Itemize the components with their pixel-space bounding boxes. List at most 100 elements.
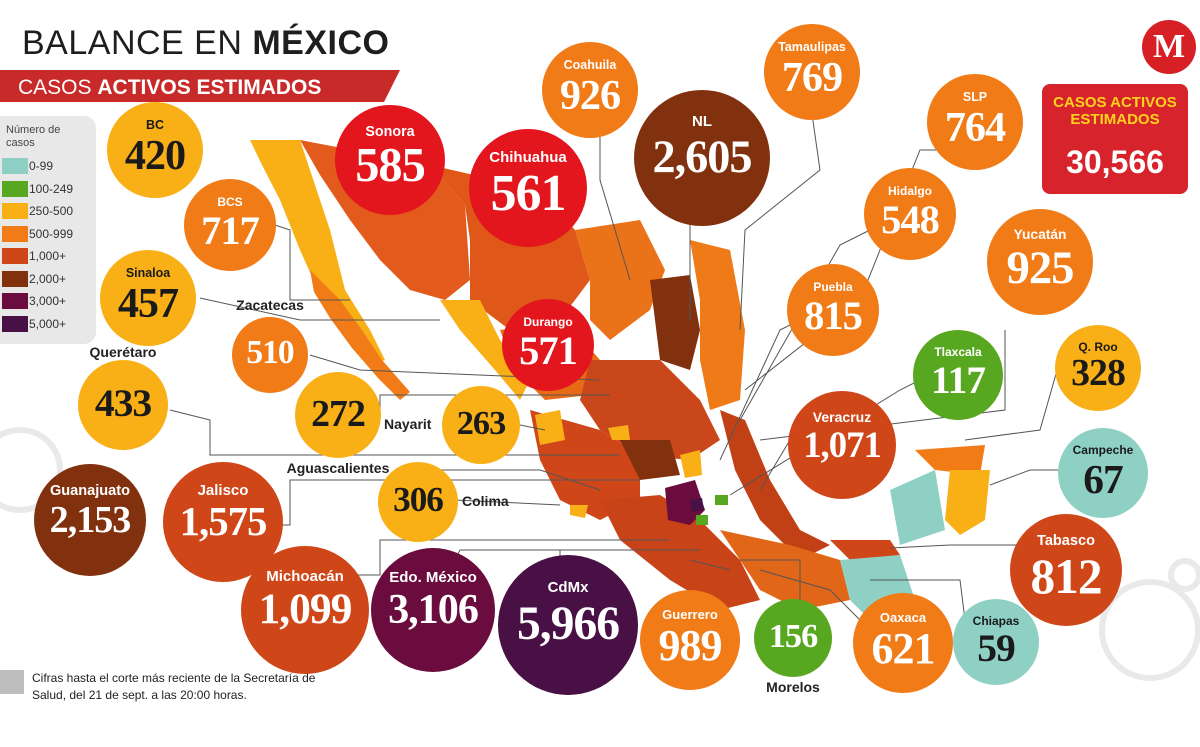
legend-label: 250-500 <box>29 204 74 218</box>
map-oaxaca <box>720 530 850 610</box>
state-value: 989 <box>658 621 723 670</box>
milenio-logo: M <box>1142 20 1196 74</box>
map-morelos <box>696 515 708 525</box>
state-name: Q. Roo <box>1078 339 1118 354</box>
total-label: CASOS ACTIVOS ESTIMADOS <box>1053 94 1177 128</box>
bubble-cdmx: CdMx 5,966 <box>498 555 638 695</box>
legend-swatch <box>2 270 28 287</box>
state-value: 585 <box>355 139 426 192</box>
state-value: 2,605 <box>652 131 752 183</box>
state-value: 764 <box>944 103 1006 151</box>
state-name: Sinaloa <box>125 266 171 281</box>
map-qroo <box>945 470 990 535</box>
state-name: Nayarit <box>384 416 432 432</box>
bubble-oaxaca: Oaxaca 621 <box>853 593 953 693</box>
state-value: 925 <box>1006 241 1075 294</box>
state-name: NL <box>692 113 712 131</box>
legend-item: 5,000+ <box>2 315 94 333</box>
legend-label: 2,000+ <box>29 271 67 286</box>
legend-item: 0-99 <box>2 157 94 175</box>
state-value: 457 <box>117 279 179 327</box>
bubble-nayarit: 263 <box>442 386 520 464</box>
legend-title: Número de casos <box>6 124 61 149</box>
state-name: Guanajuato <box>49 483 130 500</box>
state-name: Campeche <box>1072 443 1134 458</box>
state-value: 621 <box>871 624 936 673</box>
legend-item: 250-500 <box>2 202 94 220</box>
state-name: Puebla <box>813 279 853 294</box>
map-colima <box>570 505 588 518</box>
state-value: 263 <box>456 403 506 442</box>
bubble-chihuahua: Chihuahua 561 <box>469 129 587 247</box>
bubble-tlaxcala: Tlaxcala 117 <box>913 330 1003 420</box>
state-name: Colima <box>462 493 509 509</box>
legend-swatch <box>2 225 28 242</box>
state-name: Tamaulipas <box>778 40 846 55</box>
state-value: 1,099 <box>258 585 353 634</box>
bubble-edo-mexico: Edo. México 3,106 <box>371 548 495 672</box>
bubble-coahuila: Coahuila 926 <box>542 42 638 138</box>
bubble-yucatan: Yucatán 925 <box>987 209 1093 315</box>
state-value: 3,106 <box>388 586 479 634</box>
state-name: Veracruz <box>812 409 872 426</box>
total-box <box>1042 84 1188 194</box>
legend-label: 500-999 <box>29 226 74 241</box>
subtitle-plain: CASOS <box>18 76 98 99</box>
state-value: 717 <box>201 207 260 253</box>
map-south-center <box>600 495 760 610</box>
bubble-slp: SLP 764 <box>927 74 1023 170</box>
map-aguascalientes <box>608 425 630 440</box>
state-name: Yucatán <box>1013 227 1067 243</box>
bubble-hidalgo: Hidalgo 548 <box>864 168 956 260</box>
state-value: 117 <box>930 358 986 402</box>
state-name: Tabasco <box>1037 533 1095 550</box>
legend-swatch <box>2 315 28 332</box>
bubble-tabasco: Tabasco 812 <box>1010 514 1122 626</box>
map-bc <box>250 140 385 365</box>
map-tamaulipas <box>690 240 745 410</box>
state-value: 433 <box>94 381 152 426</box>
state-name: Coahuila <box>563 58 617 73</box>
state-name: Querétaro <box>89 344 157 360</box>
state-name: Jalisco <box>197 482 249 500</box>
legend-label: 0-99 <box>29 159 54 173</box>
state-name: Tlaxcala <box>934 345 982 360</box>
state-value: 2,153 <box>49 498 132 541</box>
state-name: Oaxaca <box>879 610 927 625</box>
bubble-q-roo: Q. Roo 328 <box>1055 325 1141 411</box>
map-campeche <box>890 470 945 545</box>
bubble-aguascalientes: 272 <box>295 372 381 458</box>
state-name: CdMx <box>547 578 589 596</box>
legend-item: 3,000+ <box>2 292 94 310</box>
state-name: Edo. México <box>389 569 477 587</box>
footnote: Cifras hasta el corte más reciente de la… <box>32 671 316 702</box>
state-name: Morelos <box>766 679 820 695</box>
state-name: Michoacán <box>266 567 344 585</box>
state-value: 815 <box>804 292 863 338</box>
legend-item: 2,000+ <box>2 270 94 288</box>
bubble-michoacan: Michoacán 1,099 <box>241 546 369 674</box>
title-bold: MÉXICO <box>252 24 390 62</box>
legend-label: 3,000+ <box>29 294 67 308</box>
bubble-sonora: Sonora 585 <box>335 105 445 215</box>
map-veracruz <box>720 410 830 560</box>
subtitle-bar <box>0 70 400 102</box>
state-value: 1,575 <box>179 499 268 544</box>
state-value: 769 <box>781 53 843 101</box>
map-cdmx <box>690 498 704 512</box>
state-name: BCS <box>217 194 243 209</box>
state-value: 926 <box>559 71 621 119</box>
legend-label: 100-249 <box>29 181 74 196</box>
subtitle: CASOS ACTIVOS ESTIMADOS <box>18 76 321 100</box>
footnote-marker <box>0 670 24 694</box>
map-tabasco <box>830 540 900 560</box>
state-name: SLP <box>962 90 988 105</box>
legend-item: 500-999 <box>2 225 94 243</box>
total-value: 30,566 <box>1066 144 1164 180</box>
state-value: 306 <box>393 480 444 520</box>
bubble-tamaulipas: Tamaulipas 769 <box>764 24 860 120</box>
bubble-zacatecas: 510 <box>232 317 308 393</box>
state-value: 272 <box>311 392 366 435</box>
